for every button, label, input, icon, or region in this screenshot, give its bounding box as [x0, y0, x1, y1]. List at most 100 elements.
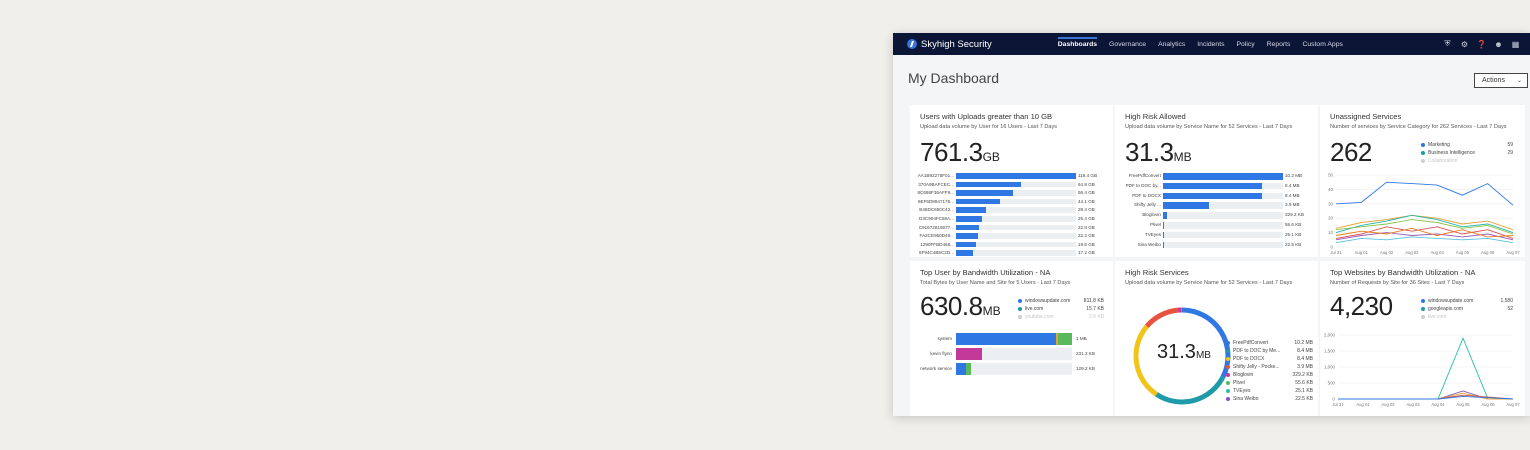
- x-tick-label: Aug 01: [1356, 402, 1370, 407]
- x-tick-label: Aug 01: [1355, 250, 1369, 255]
- card-users-uploads[interactable]: Users with Uploads greater than 10 GB Up…: [910, 105, 1113, 257]
- bar-track: [1163, 231, 1283, 239]
- legend-value: 15.7 KB: [1086, 306, 1104, 312]
- nav-policy[interactable]: Policy: [1236, 40, 1255, 48]
- legend-value: 3.9 MB: [1297, 364, 1313, 370]
- card-high-risk-allowed[interactable]: High Risk Allowed Upload data volume by …: [1115, 105, 1318, 257]
- legend-dot-icon: [1421, 151, 1425, 155]
- card-subtitle: Upload data volume by User for 16 Users …: [920, 124, 1058, 130]
- bar-value: 129.2 KB: [1076, 366, 1095, 371]
- brand-logo[interactable]: Skyhigh Security: [907, 39, 992, 50]
- line-chart: 0 10 20 30 40 50 Jul 31 Aug 01 Aug 02 Aug 03 Aug 0…: [1328, 173, 1520, 256]
- bar-value: 10.2 MB: [1285, 173, 1303, 178]
- legend-dot-icon: [1226, 397, 1230, 401]
- legend-label: live.com: [1025, 306, 1044, 312]
- donut-slice: [1144, 307, 1179, 328]
- card-unassigned-services[interactable]: Unassigned Services Number of services b…: [1320, 105, 1525, 257]
- x-tick-label: Jul 31: [1330, 250, 1342, 255]
- legend-dot-icon: [1226, 341, 1230, 345]
- card-top-websites-bandwidth[interactable]: Top Websites by Bandwidth Utilization - …: [1320, 261, 1525, 416]
- legend-value: 52: [1507, 306, 1513, 312]
- bar-label: FA2CE950D49...: [919, 233, 954, 239]
- x-tick-label: Aug 02: [1381, 402, 1395, 407]
- brand-name: Skyhigh Security: [921, 38, 992, 50]
- bar-value: 55.6 KB: [1285, 222, 1302, 227]
- card-title: High Risk Services: [1125, 268, 1189, 277]
- card-title: Top Websites by Bandwidth Utilization - …: [1330, 268, 1476, 277]
- bar-label: 370A9BAFCEC...: [918, 181, 954, 187]
- bar-value: 22.2 GB: [1078, 233, 1095, 239]
- legend-value: 329.2 KB: [1292, 372, 1313, 378]
- legend-item: windowsupdate.com 811.8 KB: [1018, 297, 1104, 305]
- nav-dashboards[interactable]: Dashboards: [1052, 33, 1103, 55]
- donut-slice: [1155, 375, 1226, 405]
- bar-segment: [956, 363, 967, 375]
- donut-center-value: 31.3MB: [1157, 341, 1211, 364]
- x-tick-label: Aug 03: [1406, 402, 1420, 407]
- legend-value: 59: [1507, 142, 1513, 148]
- legend-label: Sina Weibo: [1233, 396, 1259, 402]
- y-tick-label: 0: [1333, 397, 1336, 402]
- big-number: 4,230: [1330, 291, 1393, 321]
- help-icon[interactable]: ❓: [1476, 39, 1487, 49]
- bar-value: 29.4 GB: [1078, 207, 1095, 213]
- bar-fill: [956, 250, 974, 256]
- nav-links: Dashboards Governance Analytics Incidents Po…: [1052, 33, 1349, 55]
- legend-label: TVEyes: [1233, 388, 1251, 394]
- donut-center-number: 31.3: [1157, 341, 1196, 363]
- shield-icon[interactable]: ⛨: [1444, 39, 1451, 48]
- legend-value: 2.5 KB: [1088, 314, 1104, 320]
- legend: FreePdfConvert 10.2 MB PDF to DOC by Me...…: [1226, 339, 1313, 403]
- bar-fill: [956, 181, 1022, 188]
- bar-track: [956, 233, 1076, 239]
- apps-grid-icon[interactable]: ▦: [1511, 39, 1520, 49]
- y-tick-label: 0: [1331, 245, 1334, 250]
- bar-fill: [956, 207, 986, 213]
- gear-icon[interactable]: ⚙: [1460, 39, 1469, 49]
- user-icon[interactable]: ☻: [1494, 39, 1503, 49]
- bar-value: 25.4 GB: [1078, 216, 1095, 221]
- card-top-user-bandwidth[interactable]: Top User by Bandwidth Utilization - NA T…: [910, 261, 1113, 416]
- nav-reports[interactable]: Reports: [1266, 40, 1291, 48]
- big-value: 761.3GB: [920, 137, 1000, 168]
- x-tick-label: Aug 02: [1380, 250, 1394, 255]
- bar-label: TVEyes: [1144, 231, 1161, 237]
- legend-dot-icon: [1226, 357, 1230, 361]
- x-tick-label: Aug 04: [1431, 250, 1445, 255]
- legend-item: Business Intelligence 29: [1421, 149, 1513, 157]
- actions-button[interactable]: Actions ⌄: [1474, 73, 1528, 88]
- y-tick-label: 500: [1328, 381, 1336, 386]
- y-tick-label: 20: [1328, 216, 1333, 221]
- nav-custom-apps[interactable]: Custom Apps: [1302, 40, 1343, 48]
- bar-track: [956, 216, 1076, 222]
- y-tick-label: 10: [1328, 230, 1333, 235]
- nav-governance[interactable]: Governance: [1109, 40, 1147, 48]
- bar-segment: [1058, 333, 1072, 345]
- card-title: Top User by Bandwidth Utilization - NA: [920, 268, 1051, 277]
- bar-track: [1163, 202, 1283, 209]
- legend-item: youtube.com 2.5 KB: [1018, 313, 1104, 321]
- nav-incidents[interactable]: Incidents: [1197, 40, 1225, 48]
- legend-label: Plivel: [1233, 380, 1245, 386]
- legend-item: Plivel 55.6 KB: [1226, 379, 1313, 387]
- legend-label: Collaboration: [1428, 158, 1458, 164]
- bar-label: PDF to DOC by...: [1125, 182, 1161, 188]
- legend-label: Shifty Jelly - Pocke...: [1233, 364, 1280, 370]
- card-high-risk-services[interactable]: High Risk Services Upload data volume by…: [1115, 261, 1318, 416]
- bar-label: D3C904FC58A...: [919, 216, 954, 221]
- legend-label: googleapis.com: [1428, 306, 1464, 312]
- legend-dot-icon: [1421, 299, 1425, 303]
- bar-fill: [1163, 173, 1283, 180]
- card-subtitle: Total Bytes by User Name and Site for 5 …: [920, 280, 1071, 286]
- bar-label: 8F94C4B5C2D...: [919, 250, 954, 256]
- nav-analytics[interactable]: Analytics: [1158, 40, 1186, 48]
- bar-label: Sina Weibo: [1137, 241, 1161, 247]
- series-line: [1335, 232, 1514, 241]
- chevron-down-icon: ⌄: [1516, 78, 1522, 84]
- y-tick-label: 50: [1328, 173, 1333, 178]
- bar-track: [956, 363, 1072, 375]
- big-value: 31.3MB: [1125, 137, 1192, 168]
- card-subtitle: Upload data volume by Service Name for 5…: [1125, 124, 1293, 130]
- big-number: 31.3: [1125, 137, 1174, 167]
- legend-label: youtube.com: [1025, 314, 1054, 320]
